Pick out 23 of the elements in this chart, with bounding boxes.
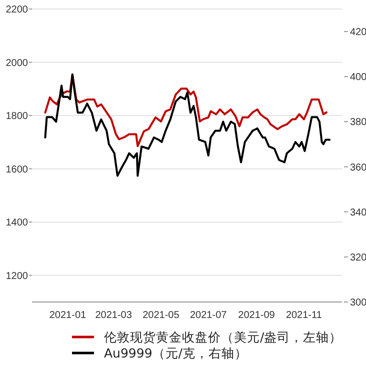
- x-tick-label: 2021-01: [49, 310, 87, 321]
- y-tick-label: 1600: [6, 164, 28, 176]
- y2-tick-label: 300: [350, 298, 366, 308]
- y2-tick-label: 420: [350, 27, 366, 38]
- y-tick-label: 1400: [6, 218, 28, 229]
- y-tick-label: 1200: [6, 270, 28, 282]
- x-tick-label: 2021-11: [286, 310, 322, 321]
- y2-tick-label: 400: [350, 72, 366, 84]
- legend-label: 伦敦现货黄金收盘价（美元/盎司，左轴）: [104, 330, 342, 344]
- y2-tick-label: 360: [350, 162, 366, 174]
- x-tick-label: 2021-07: [190, 310, 228, 321]
- x-tick-label: 2021-05: [142, 310, 180, 321]
- y2-tick-label: 340: [350, 207, 366, 218]
- x-tick-label: 2021-09: [238, 310, 276, 321]
- y2-tick-label: 320: [350, 252, 366, 264]
- x-tick-label: 2021-03: [95, 310, 132, 321]
- line-series: [44, 74, 328, 148]
- y2-tick-label: 380: [350, 117, 366, 128]
- line-series: [44, 73, 331, 177]
- y-tick-label: 2200: [6, 4, 28, 16]
- y-tick-label: 2000: [6, 58, 28, 69]
- y-tick-label: 1800: [6, 111, 28, 122]
- legend-label: Au9999（元/克，右轴）: [104, 346, 248, 360]
